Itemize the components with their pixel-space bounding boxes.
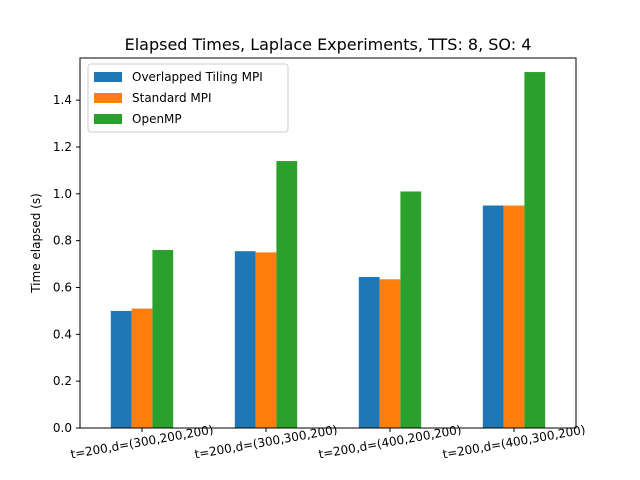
y-tick-label: 1.4 bbox=[53, 93, 72, 107]
legend: Overlapped Tiling MPI Standard MPI OpenMP bbox=[87, 63, 289, 133]
legend-label: Standard MPI bbox=[132, 91, 212, 105]
bar-overlapped-tiling-mpi-3 bbox=[482, 205, 504, 428]
bar-openmp-0 bbox=[152, 250, 174, 428]
bar-overlapped-tiling-mpi-2 bbox=[358, 276, 380, 428]
y-tick-label: 1.2 bbox=[53, 140, 72, 154]
legend-swatch bbox=[94, 72, 122, 82]
y-tick-label: 0.6 bbox=[53, 280, 72, 294]
axes-frame bbox=[79, 57, 577, 429]
bar-standard-mpi-3 bbox=[503, 205, 525, 428]
bar-openmp-1 bbox=[276, 161, 298, 429]
bar-overlapped-tiling-mpi-0 bbox=[110, 310, 132, 428]
legend-label: Overlapped Tiling MPI bbox=[132, 70, 263, 84]
y-tick-label: 0.8 bbox=[53, 234, 72, 248]
y-tick-label: 1.0 bbox=[53, 187, 72, 201]
chart-title: Elapsed Times, Laplace Experiments, TTS:… bbox=[125, 35, 532, 54]
bar-overlapped-tiling-mpi-1 bbox=[234, 251, 256, 428]
legend-swatch bbox=[94, 93, 122, 103]
y-axis-label: Time elapsed (s) bbox=[29, 193, 43, 294]
legend-label: OpenMP bbox=[132, 112, 182, 126]
y-tick-label: 0.2 bbox=[53, 374, 72, 388]
legend-swatch bbox=[94, 114, 122, 124]
bar-standard-mpi-1 bbox=[255, 252, 277, 428]
bar-openmp-3 bbox=[524, 72, 546, 429]
bars-group bbox=[110, 72, 546, 429]
legend-frame bbox=[87, 63, 289, 133]
bar-openmp-2 bbox=[400, 191, 422, 428]
bar-standard-mpi-0 bbox=[131, 308, 153, 428]
y-tick-label: 0.4 bbox=[53, 327, 72, 341]
y-axis: 0.0 0.2 0.4 0.6 0.8 1.0 1.2 1.4 bbox=[53, 93, 80, 435]
y-tick-label: 0.0 bbox=[53, 421, 72, 435]
bar-standard-mpi-2 bbox=[379, 279, 401, 428]
